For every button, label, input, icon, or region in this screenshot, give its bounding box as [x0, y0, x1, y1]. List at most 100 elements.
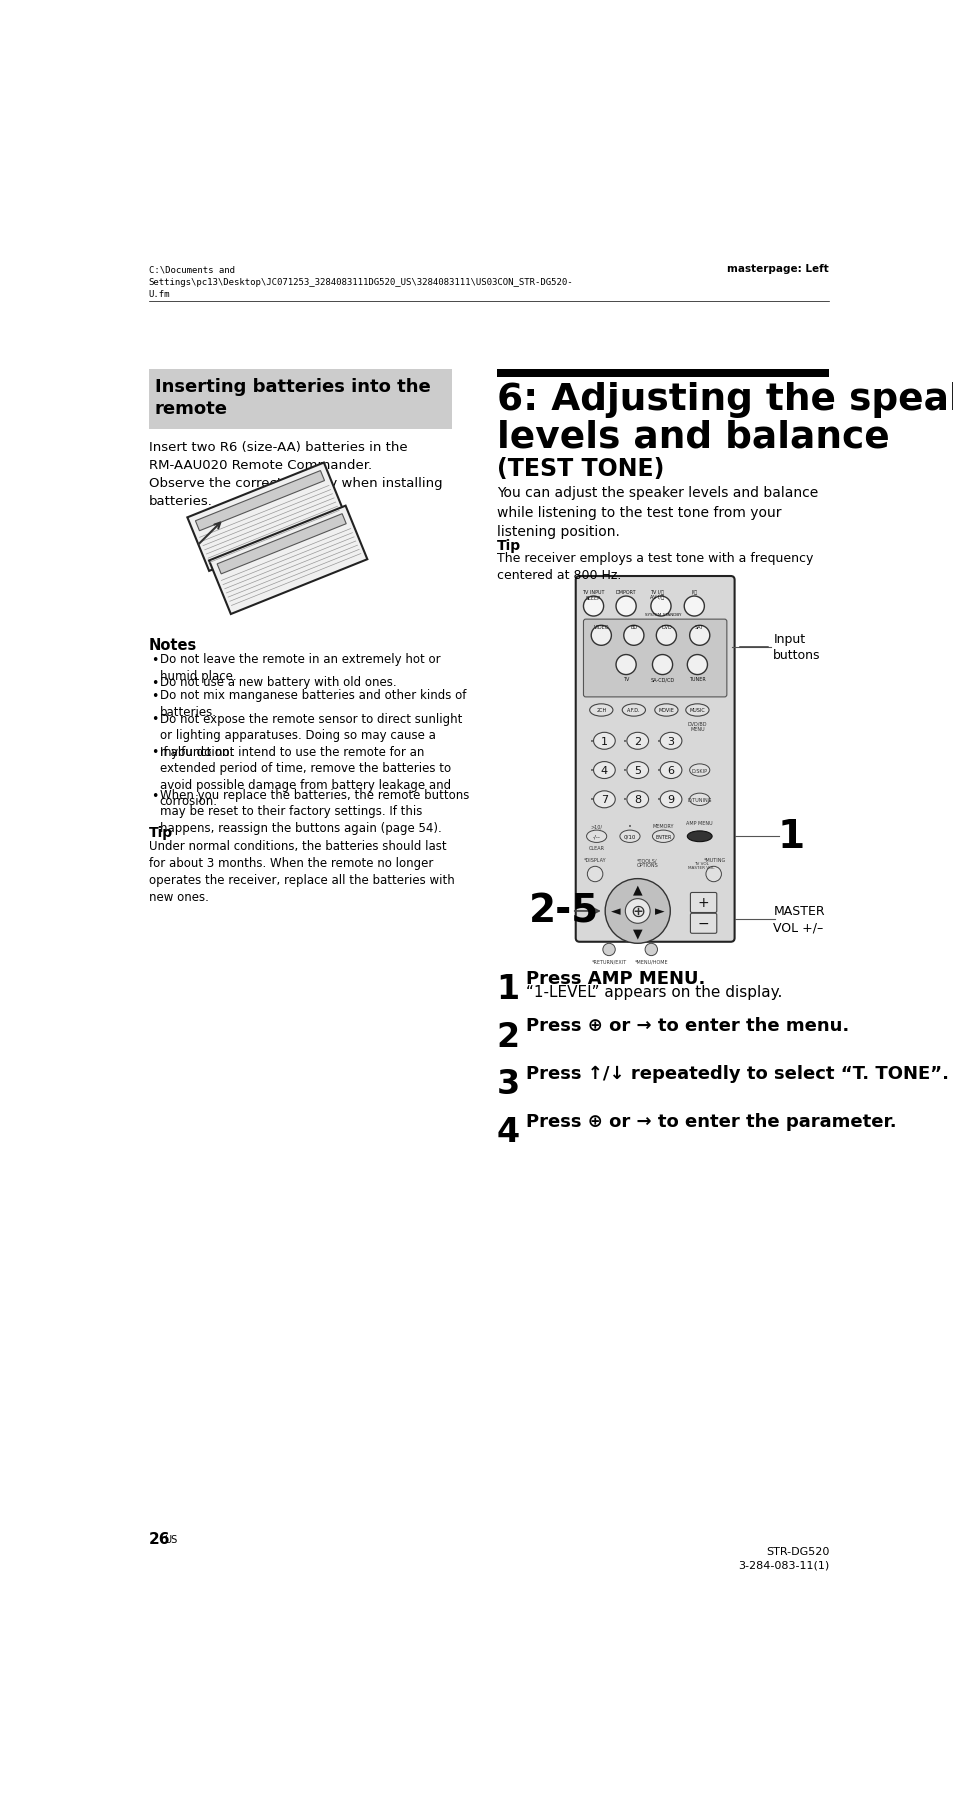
FancyBboxPatch shape: [575, 577, 734, 942]
Text: When you replace the batteries, the remote buttons
may be reset to their factory: When you replace the batteries, the remo…: [159, 788, 469, 834]
Text: •: •: [656, 797, 660, 804]
Ellipse shape: [626, 762, 648, 779]
Ellipse shape: [686, 831, 711, 841]
Text: ▼: ▼: [632, 926, 642, 940]
Text: •: •: [589, 768, 594, 773]
Text: “1-LEVEL” appears on the display.: “1-LEVEL” appears on the display.: [525, 985, 781, 1000]
Text: 4: 4: [600, 766, 607, 775]
Circle shape: [616, 654, 636, 676]
Text: MEMORY: MEMORY: [652, 823, 674, 829]
Text: •: •: [151, 712, 158, 726]
Text: •: •: [151, 746, 158, 759]
Polygon shape: [195, 471, 324, 532]
Text: •: •: [656, 768, 660, 773]
Text: SA-CD/CD: SA-CD/CD: [650, 676, 674, 681]
Text: STR-DG520
3-284-083-11(1): STR-DG520 3-284-083-11(1): [737, 1546, 828, 1570]
Text: 6: Adjusting the speaker
levels and balance: 6: Adjusting the speaker levels and bala…: [497, 381, 953, 455]
Text: •: •: [622, 739, 627, 744]
Text: TUNER: TUNER: [688, 676, 705, 681]
Text: US: US: [164, 1534, 177, 1544]
Circle shape: [587, 867, 602, 883]
Circle shape: [602, 944, 615, 957]
Text: DVD/BD
MENU: DVD/BD MENU: [687, 721, 706, 732]
Text: Tip: Tip: [497, 538, 520, 552]
Text: AMP MENU: AMP MENU: [686, 822, 712, 825]
Circle shape: [683, 597, 703, 617]
Text: You can adjust the speaker levels and balance
while listening to the test tone f: You can adjust the speaker levels and ba…: [497, 485, 817, 539]
Text: •: •: [589, 739, 594, 744]
Text: •: •: [151, 690, 158, 703]
Text: *MUTING: *MUTING: [703, 858, 725, 863]
Text: Notes: Notes: [149, 638, 196, 653]
Text: *MENU/HOME: *MENU/HOME: [634, 958, 667, 964]
Text: 2CH: 2CH: [596, 708, 606, 714]
Text: 0/10: 0/10: [623, 834, 636, 840]
Text: The receiver employs a test tone with a frequency
centered at 800 Hz.: The receiver employs a test tone with a …: [497, 552, 812, 581]
Text: TV INPUT
SLEEP: TV INPUT SLEEP: [581, 590, 604, 601]
Text: MASTER
VOL +/–: MASTER VOL +/–: [773, 904, 824, 933]
Text: D.TUNING: D.TUNING: [687, 797, 711, 802]
Text: 2: 2: [497, 1019, 519, 1054]
Text: Do not expose the remote sensor to direct sunlight
or lighting apparatuses. Doin: Do not expose the remote sensor to direc…: [159, 712, 461, 759]
Ellipse shape: [689, 764, 709, 777]
Circle shape: [623, 626, 643, 645]
Ellipse shape: [619, 831, 639, 843]
Ellipse shape: [593, 762, 615, 779]
Polygon shape: [187, 464, 345, 572]
Ellipse shape: [659, 791, 681, 809]
Text: MOVIE: MOVIE: [658, 708, 674, 714]
Ellipse shape: [589, 705, 612, 717]
Circle shape: [583, 597, 603, 617]
Circle shape: [689, 626, 709, 645]
Text: 9: 9: [667, 795, 674, 806]
Text: 7: 7: [600, 795, 607, 806]
Circle shape: [624, 899, 649, 924]
Text: Press AMP MENU.: Press AMP MENU.: [525, 969, 705, 987]
Text: *TOOLS/
OPTIONS: *TOOLS/ OPTIONS: [636, 858, 658, 868]
Text: •: •: [151, 654, 158, 667]
Polygon shape: [217, 514, 346, 575]
Ellipse shape: [659, 734, 681, 750]
Text: −: −: [697, 917, 709, 931]
Text: I/⏻: I/⏻: [691, 590, 697, 595]
Text: •: •: [656, 739, 660, 744]
Text: Tip: Tip: [149, 825, 172, 840]
Ellipse shape: [626, 791, 648, 809]
Text: 1: 1: [777, 818, 803, 856]
Ellipse shape: [689, 793, 709, 806]
Text: •: •: [627, 823, 631, 829]
Text: masterpage: Left: masterpage: Left: [726, 264, 828, 273]
Text: Press ⊕ or → to enter the parameter.: Press ⊕ or → to enter the parameter.: [525, 1113, 896, 1131]
Text: DVD: DVD: [660, 624, 671, 629]
Text: If you do not intend to use the remote for an
extended period of time, remove th: If you do not intend to use the remote f…: [159, 744, 450, 807]
Text: Do not use a new battery with old ones.: Do not use a new battery with old ones.: [159, 676, 395, 689]
Text: C:\Documents and
Settings\pc13\Desktop\JC071253_3284083111DG520_US\3284083111\US: C:\Documents and Settings\pc13\Desktop\J…: [149, 266, 573, 298]
Text: Do not mix manganese batteries and other kinds of
batteries.: Do not mix manganese batteries and other…: [159, 689, 465, 719]
Bar: [149, 370, 452, 430]
Text: •: •: [151, 676, 158, 690]
Text: Inserting batteries into the
remote: Inserting batteries into the remote: [154, 378, 430, 417]
Text: (TEST TONE): (TEST TONE): [497, 457, 663, 480]
Text: •: •: [151, 789, 158, 802]
Text: Under normal conditions, the batteries should last
for about 3 months. When the : Under normal conditions, the batteries s…: [149, 840, 454, 904]
Text: 2-5: 2-5: [529, 892, 598, 930]
Ellipse shape: [654, 705, 678, 717]
Text: +: +: [697, 895, 709, 910]
Bar: [497, 370, 828, 378]
Circle shape: [705, 867, 720, 883]
Ellipse shape: [659, 762, 681, 779]
Text: 1: 1: [497, 973, 519, 1005]
Text: Insert two R6 (size-AA) batteries in the
RM-AAU020 Remote Commander.
Observe the: Insert two R6 (size-AA) batteries in the…: [149, 441, 442, 507]
Text: -/--: -/--: [592, 834, 600, 840]
Text: 5: 5: [634, 766, 640, 775]
Text: •: •: [622, 768, 627, 773]
FancyBboxPatch shape: [690, 913, 716, 933]
Text: SYSTEM STANDBY: SYSTEM STANDBY: [644, 613, 680, 617]
Text: D.SKIP: D.SKIP: [691, 768, 707, 773]
Circle shape: [656, 626, 676, 645]
Circle shape: [616, 597, 636, 617]
Text: •: •: [622, 797, 627, 804]
Text: VIDEO: VIDEO: [593, 624, 608, 629]
Text: ⊕: ⊕: [630, 903, 644, 921]
Text: Press ⊕ or → to enter the menu.: Press ⊕ or → to enter the menu.: [525, 1018, 848, 1036]
